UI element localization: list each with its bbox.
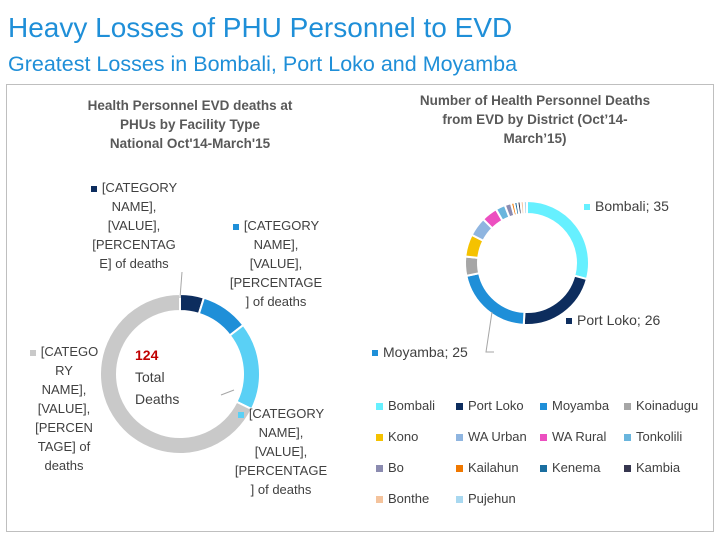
legend-item-bo: Bo [376, 460, 404, 475]
legend-swatch [540, 434, 547, 442]
legend-swatch [372, 350, 378, 357]
legend-swatch [376, 403, 383, 411]
legend-swatch [376, 434, 383, 442]
legend-item-kenema: Kenema [540, 460, 600, 475]
page-subtitle: Greatest Losses in Bombali, Port Loko an… [8, 52, 518, 76]
chart2-data-label: Moyamba; 25 [372, 344, 468, 360]
chart1-leader-line [179, 271, 183, 299]
legend-swatch [540, 465, 547, 473]
legend-swatch [584, 204, 590, 211]
legend-item-wa-rural: WA Rural [540, 429, 606, 444]
chart2-title: Number of Health Personnel Deaths from E… [419, 93, 651, 146]
chart1-leader-line [220, 389, 235, 396]
legend-swatch [376, 496, 383, 504]
legend-item-kono: Kono [376, 429, 418, 444]
total-deaths-number: 124 [135, 347, 159, 363]
legend-swatch [90, 185, 97, 192]
legend-swatch [376, 465, 383, 473]
legend-item-port-loko: Port Loko [456, 398, 524, 413]
legend-swatch [456, 434, 463, 442]
chart1-title: Health Personnel EVD deaths at PHUs by F… [87, 98, 293, 151]
chart1-data-label: [CATEGO RY NAME], [VALUE], [PERCEN TAGE] of de… [24, 342, 104, 475]
chart1-slice-chp [228, 323, 261, 411]
page-title: Heavy Losses of PHU Personnel to EVD [8, 12, 513, 43]
legend-swatch [237, 411, 244, 418]
chart2-leader-line [485, 311, 494, 353]
legend-item-bonthe: Bonthe [376, 491, 429, 506]
chart2-data-label: Bombali; 35 [584, 198, 669, 214]
legend-item-kailahun: Kailahun [456, 460, 519, 475]
legend-swatch [566, 318, 572, 325]
legend-swatch [232, 223, 239, 230]
legend-swatch [540, 403, 547, 411]
chart2-data-label: Port Loko; 26 [566, 312, 660, 328]
legend-swatch [456, 496, 463, 504]
legend-swatch [624, 403, 631, 411]
chart2-slice-moyamba [465, 272, 526, 326]
legend-item-pujehun: Pujehun [456, 491, 516, 506]
chart2-slice-bombali [526, 199, 590, 281]
chart-frame [6, 84, 714, 532]
chart1-slice-other [99, 292, 254, 455]
legend-item-tonkolili: Tonkolili [624, 429, 682, 444]
total-deaths-label: 124 Total Deaths [135, 344, 179, 410]
legend-swatch [624, 434, 631, 442]
legend-swatch [624, 465, 631, 473]
legend-swatch [456, 465, 463, 473]
legend-swatch [456, 403, 463, 411]
legend-item-moyamba: Moyamba [540, 398, 609, 413]
chart2-slice-koinadugu [464, 255, 481, 278]
legend-item-wa-urban: WA Urban [456, 429, 527, 444]
chart2-slice-pujehun [522, 199, 528, 216]
legend-swatch [29, 349, 36, 356]
legend-item-koinadugu: Koinadugu [624, 398, 698, 413]
legend-item-kambia: Kambia [624, 460, 680, 475]
legend-item-bombali: Bombali [376, 398, 435, 413]
